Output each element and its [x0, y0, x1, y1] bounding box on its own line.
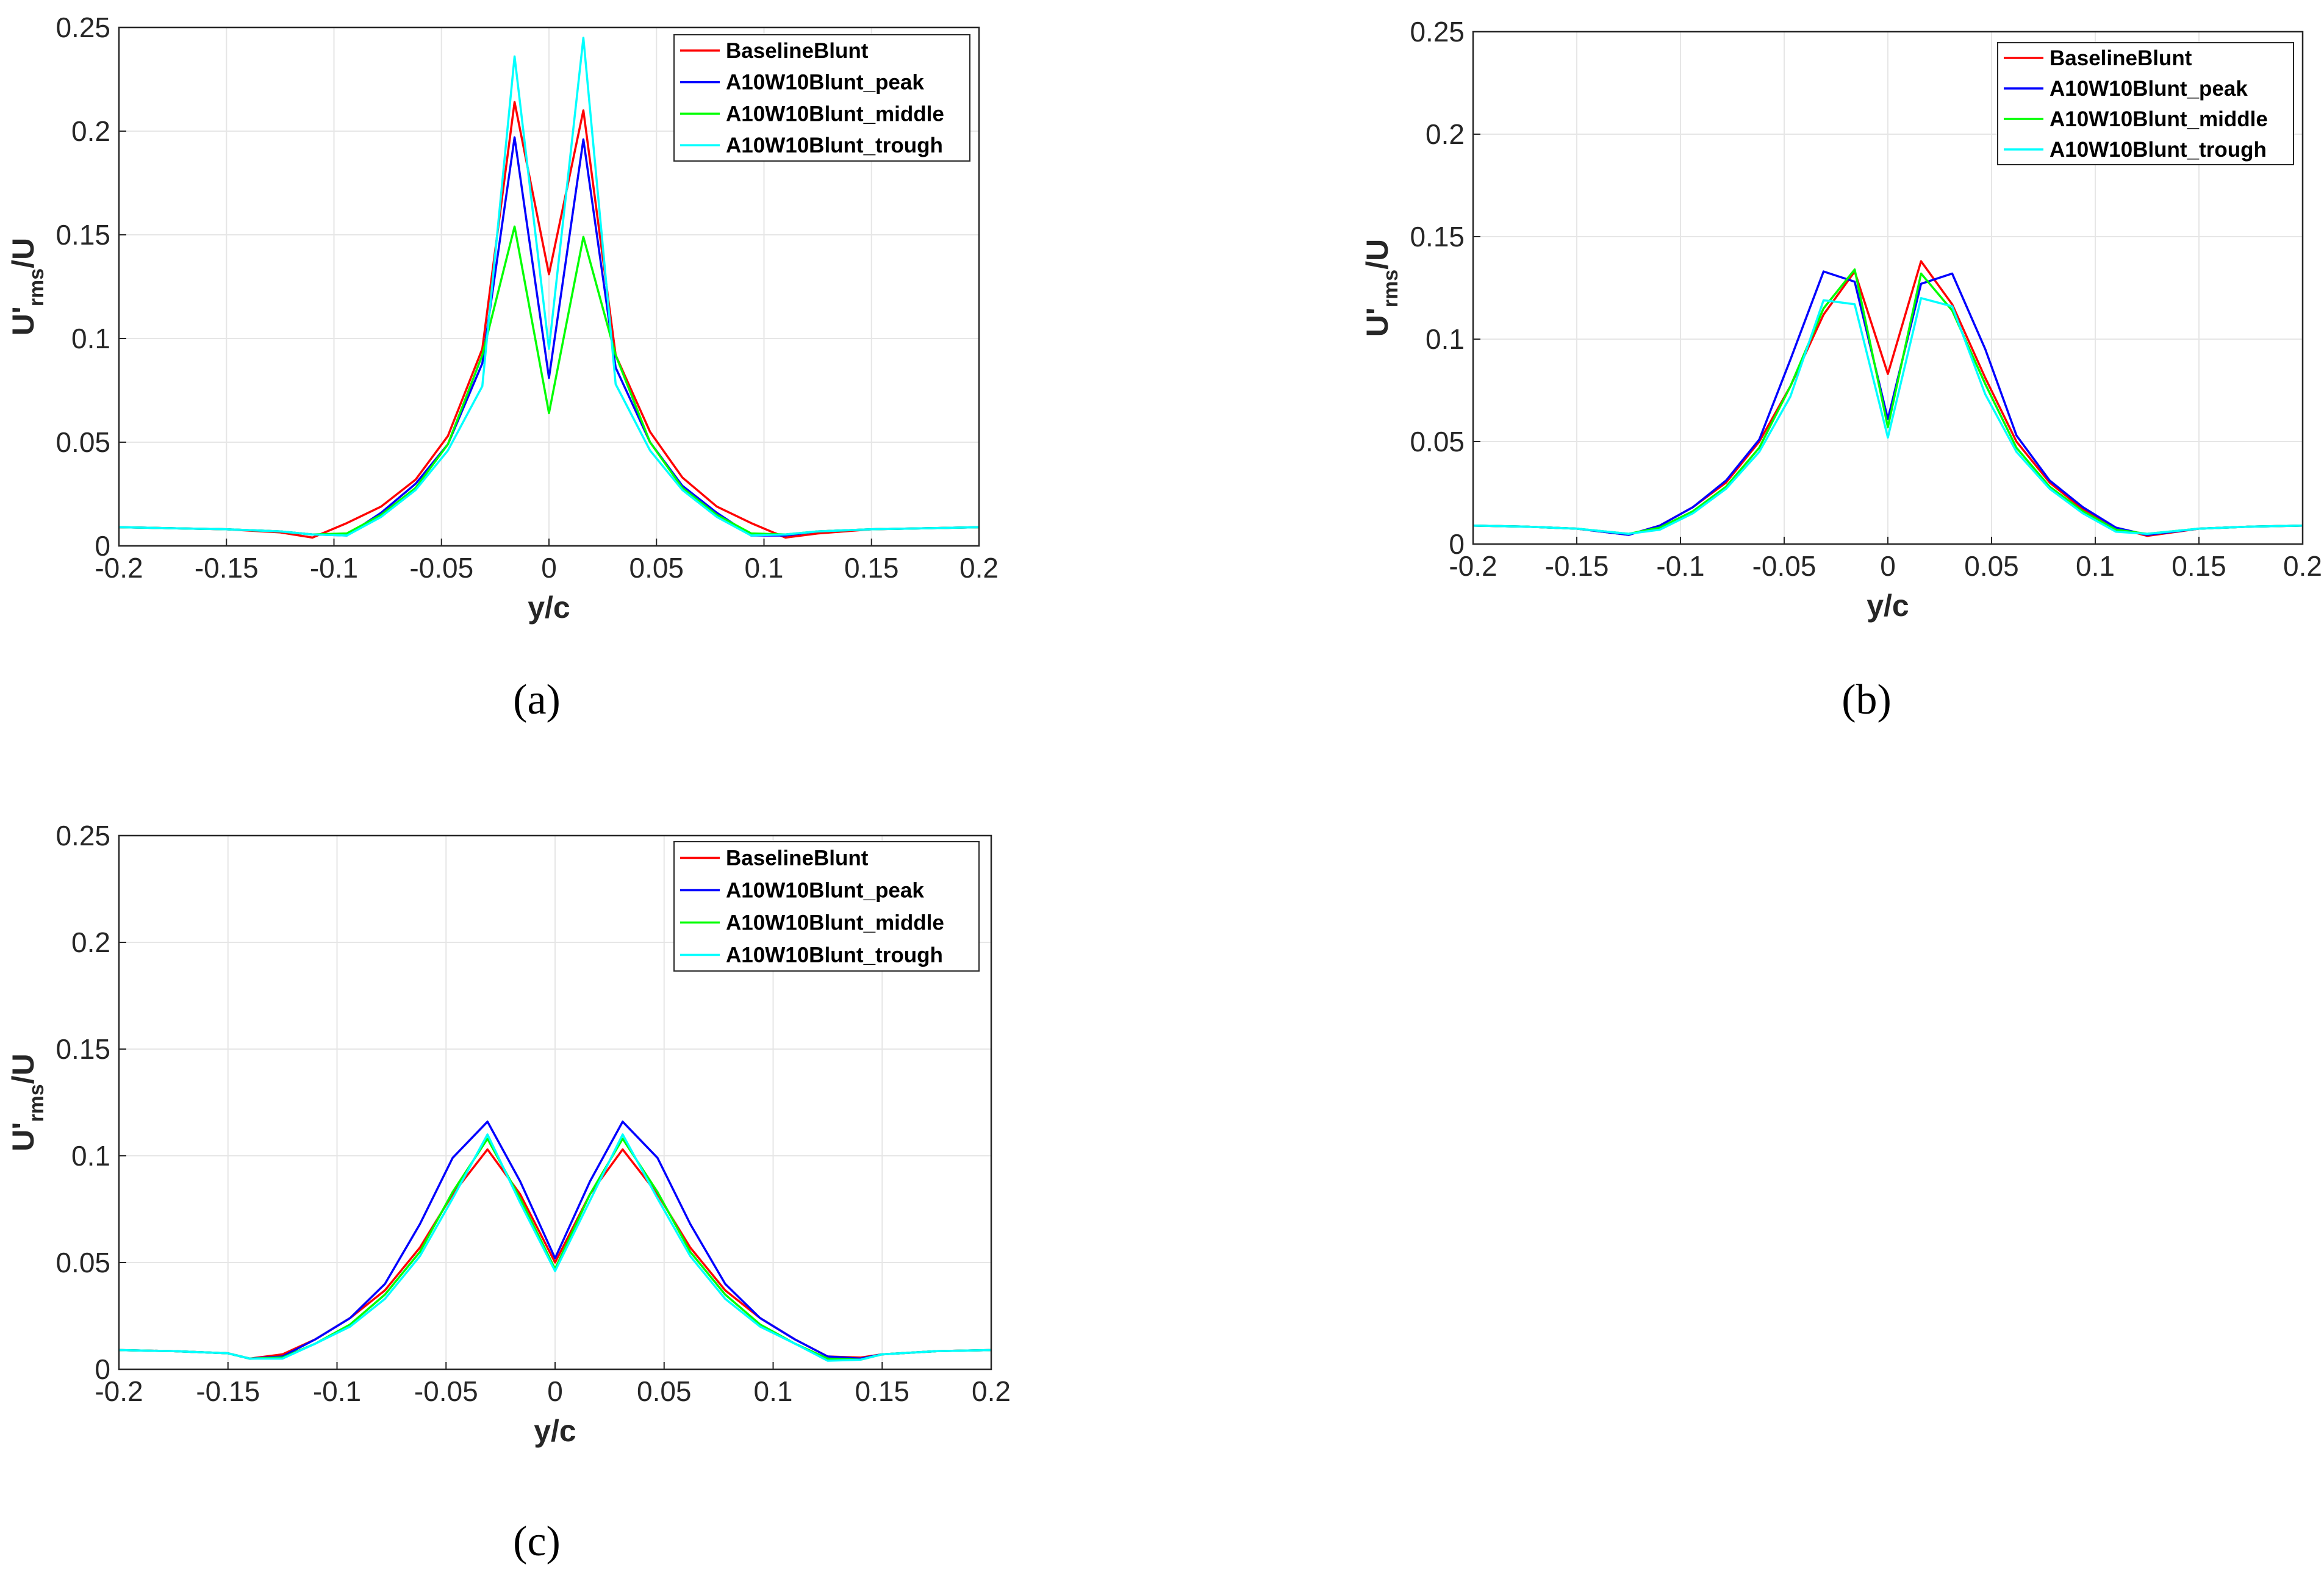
- legend-box: [673, 34, 970, 162]
- x-axis-label: y/c: [534, 1414, 576, 1448]
- y-tick-label: 0: [95, 1353, 110, 1385]
- y-axis-label-main: U': [6, 1122, 40, 1152]
- x-tick-label: -0.15: [1545, 550, 1609, 582]
- x-tick-label: 0.2: [959, 552, 999, 584]
- y-tick-label: 0: [95, 530, 110, 562]
- y-tick-label: 0.05: [1410, 426, 1465, 457]
- chart-panel-b: -0.2 -0.15 -0.1 -0.05 0 0.05 0.1 0.15 0.2 0 0.05 0.…: [1360, 16, 2322, 623]
- x-tick-label: 0.05: [637, 1375, 692, 1407]
- x-tick-label: 0: [547, 1375, 563, 1407]
- series-line-baselineblunt: [118, 101, 980, 539]
- y-tick-label: 0.05: [56, 426, 110, 458]
- legend-label: A10W10Blunt_trough: [2050, 138, 2267, 162]
- x-tick-label: 0.2: [2283, 550, 2322, 582]
- x-tick-label: -0.1: [1656, 550, 1704, 582]
- y-tick-label: 0.1: [71, 1140, 110, 1172]
- x-tick-label: -0.2: [1449, 550, 1497, 582]
- x-tick-label: -0.05: [414, 1375, 478, 1407]
- y-axis-label: U'rms/U: [1360, 239, 1402, 337]
- y-axis-label-tail: /U: [1360, 239, 1394, 270]
- series-line-a10w10blunt-trough: [118, 1133, 992, 1362]
- y-axis-label-sub: rms: [25, 268, 48, 306]
- y-tick-label: 0.2: [71, 115, 110, 147]
- y-tick-label: 0.25: [56, 820, 110, 851]
- legend-label: A10W10Blunt_middle: [2050, 107, 2268, 131]
- y-axis-label-tail: /U: [6, 1053, 40, 1084]
- legend-label: A10W10Blunt_peak: [726, 71, 924, 95]
- x-tick-label: -0.2: [95, 1375, 143, 1407]
- legend-label: A10W10Blunt_trough: [726, 134, 943, 157]
- x-tick-label: 0.1: [754, 1375, 793, 1407]
- legend-label: A10W10Blunt_peak: [2050, 77, 2248, 101]
- legend-label: BaselineBlunt: [2050, 46, 2192, 70]
- series-line-a10w10blunt-middle: [1472, 268, 2303, 535]
- axes-box: [118, 26, 980, 547]
- x-tick-label: -0.1: [313, 1375, 361, 1407]
- y-tick-label: 0.25: [1410, 16, 1465, 48]
- x-tick-label: 0.05: [629, 552, 684, 584]
- legend-label: A10W10Blunt_middle: [726, 102, 944, 126]
- y-axis-label-main: U': [6, 306, 40, 335]
- y-axis-label-sub: rms: [1379, 270, 1402, 307]
- chart-panel-a: -0.2 -0.15 -0.1 -0.05 0 0.05 0.1 0.15 0.2 0 0.05 0.…: [6, 12, 999, 625]
- x-tick-label: 0.15: [855, 1375, 909, 1407]
- y-tick-label: 0.25: [56, 12, 110, 43]
- legend-label: A10W10Blunt_peak: [726, 879, 924, 903]
- legend-box: [673, 841, 980, 972]
- x-tick-label: -0.15: [196, 1375, 260, 1407]
- y-axis-label-main: U': [1360, 307, 1394, 337]
- series-line-a10w10blunt-trough: [118, 37, 980, 537]
- y-tick-label: 0.15: [1410, 221, 1465, 253]
- legend: BaselineBlunt A10W10Blunt_peak A10W10Blunt…: [673, 34, 970, 162]
- y-tick-label: 0: [1449, 528, 1465, 560]
- x-tick-label: 0.1: [2076, 550, 2115, 582]
- series-line-a10w10blunt-trough: [1472, 297, 2303, 535]
- x-tick-label: 0.2: [972, 1375, 1011, 1407]
- legend-box: [1997, 42, 2294, 165]
- x-tick-label: 0: [541, 552, 557, 584]
- caption-b: (b): [1842, 676, 1892, 723]
- x-tick-label: -0.15: [195, 552, 259, 584]
- y-axis-label: U'rms/U: [6, 238, 48, 335]
- y-axis-label-sub: rms: [25, 1084, 48, 1122]
- y-axis-label-tail: /U: [6, 238, 40, 268]
- x-tick-label: -0.1: [310, 552, 358, 584]
- caption-a: (a): [513, 676, 561, 723]
- y-tick-label: 0.1: [71, 323, 110, 354]
- y-tick-label: 0.1: [1426, 323, 1465, 355]
- y-tick-label: 0.2: [1426, 118, 1465, 150]
- y-axis-label: U'rms/U: [6, 1053, 48, 1151]
- axes-box: [118, 834, 992, 1371]
- legend-label: BaselineBlunt: [726, 39, 869, 63]
- y-tick-label: 0.15: [56, 219, 110, 251]
- x-tick-label: 0.05: [1964, 550, 2019, 582]
- legend: BaselineBlunt A10W10Blunt_peak A10W10Blunt…: [673, 841, 980, 972]
- axes-box: [1472, 30, 2304, 545]
- x-tick-label: -0.05: [409, 552, 473, 584]
- y-tick-label: 0.15: [56, 1033, 110, 1065]
- legend-label: A10W10Blunt_middle: [726, 911, 944, 935]
- x-tick-label: 0: [1880, 550, 1896, 582]
- legend-label: A10W10Blunt_trough: [726, 944, 943, 967]
- legend: BaselineBlunt A10W10Blunt_peak A10W10Blunt…: [1997, 42, 2294, 165]
- x-tick-label: 0.1: [745, 552, 784, 584]
- x-tick-label: 0.15: [844, 552, 899, 584]
- y-tick-label: 0.05: [56, 1247, 110, 1278]
- x-axis-label: y/c: [528, 590, 570, 625]
- x-axis-label: y/c: [1867, 589, 1909, 623]
- caption-c: (c): [513, 1518, 561, 1565]
- y-tick-label: 0.2: [71, 926, 110, 958]
- chart-panel-c: -0.2 -0.15 -0.1 -0.05 0 0.05 0.1 0.15 0.2 0 0.05 0.…: [6, 820, 1011, 1448]
- x-tick-label: -0.2: [95, 552, 143, 584]
- legend-label: BaselineBlunt: [726, 847, 869, 870]
- x-tick-label: -0.05: [1752, 550, 1817, 582]
- x-tick-label: 0.15: [2172, 550, 2226, 582]
